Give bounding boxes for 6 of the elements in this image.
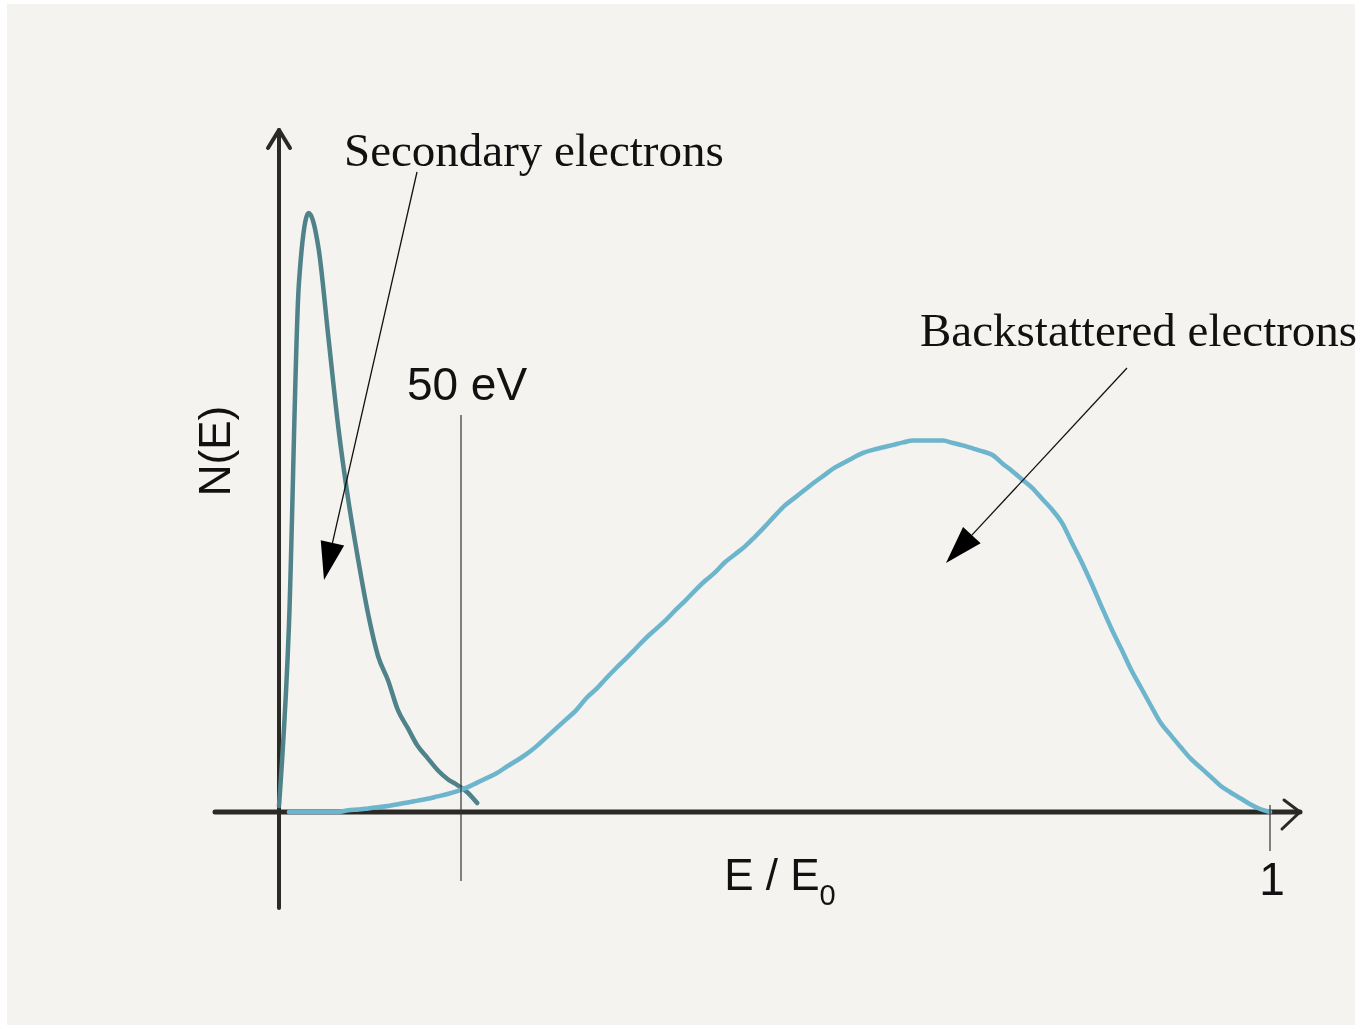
x-axis-title: E / E$_{0}$ — [724, 850, 836, 911]
annotation: 50 eV — [406, 358, 528, 410]
text: 1 — [1259, 853, 1285, 905]
y-axis-title: N(E) — [190, 405, 239, 497]
text: Secondary electrons — [344, 124, 724, 176]
annotation: Backstattered electrons — [920, 304, 1358, 356]
